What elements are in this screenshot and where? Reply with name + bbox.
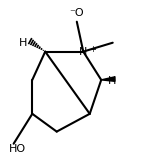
Polygon shape [101, 77, 115, 81]
Text: H: H [108, 76, 116, 87]
Text: ⁻O: ⁻O [69, 8, 84, 18]
Text: H: H [19, 38, 27, 48]
Text: HO: HO [9, 144, 26, 154]
Text: +: + [89, 45, 96, 54]
Text: N: N [79, 47, 87, 57]
